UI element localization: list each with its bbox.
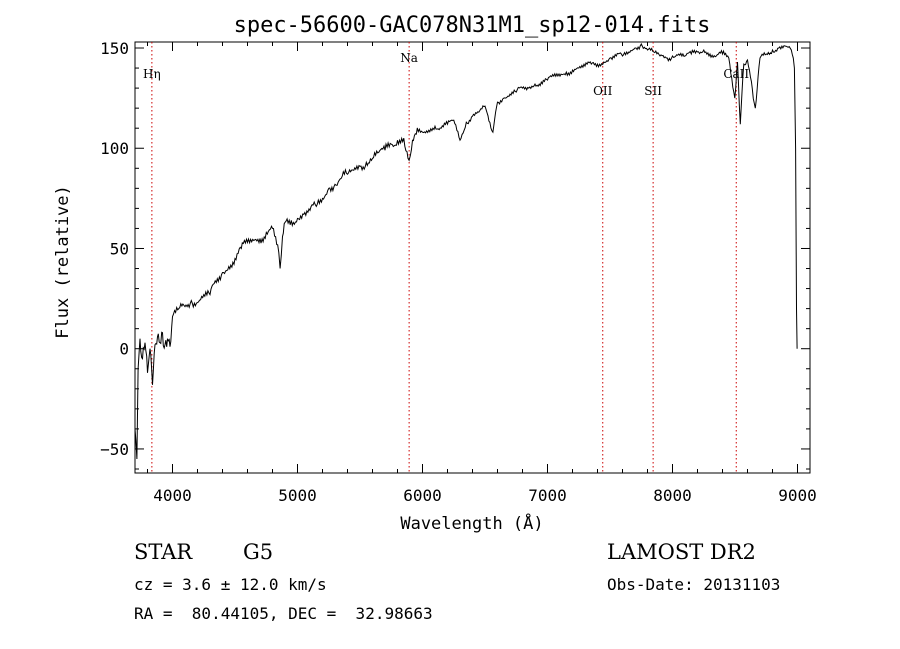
coordinates-text: RA = 80.44105, DEC = 32.98663 [134,604,433,623]
x-tick-label: 7000 [528,486,567,505]
spectrum-series [134,42,798,460]
y-tick-label: −50 [100,440,129,459]
axes: 4000 5000 6000 7000 8000 9000 −50 0 50 100 150 [100,39,817,505]
object-subclass: G5 [243,540,274,564]
object-type: STAR [134,540,193,564]
spectrum-line [134,42,798,460]
line-marker-label: SII [644,84,662,98]
x-axis-label: Wavelength (Å) [400,512,543,534]
y-tick-label: 0 [119,340,129,359]
obs-date-text: Obs-Date: 20131103 [607,575,781,594]
x-tick-label: 6000 [403,486,442,505]
line-marker-label: Na [400,51,418,65]
y-tick-label: 150 [100,39,129,58]
chart-title: spec-56600-GAC078N31M1_sp12-014.fits [234,13,711,38]
y-axis-label: Flux (relative) [53,185,73,339]
line-marker-label: OII [593,84,613,98]
line-marker-label: Hη [143,67,161,81]
x-tick-label: 4000 [153,486,192,505]
y-tick-label: 50 [110,239,129,258]
x-tick-label: 9000 [778,486,817,505]
x-tick-label: 5000 [278,486,317,505]
y-tick-label: 100 [100,139,129,158]
x-tick-label: 8000 [653,486,692,505]
velocity-text: cz = 3.6 ± 12.0 km/s [134,575,327,594]
survey-name: LAMOST DR2 [607,540,756,564]
